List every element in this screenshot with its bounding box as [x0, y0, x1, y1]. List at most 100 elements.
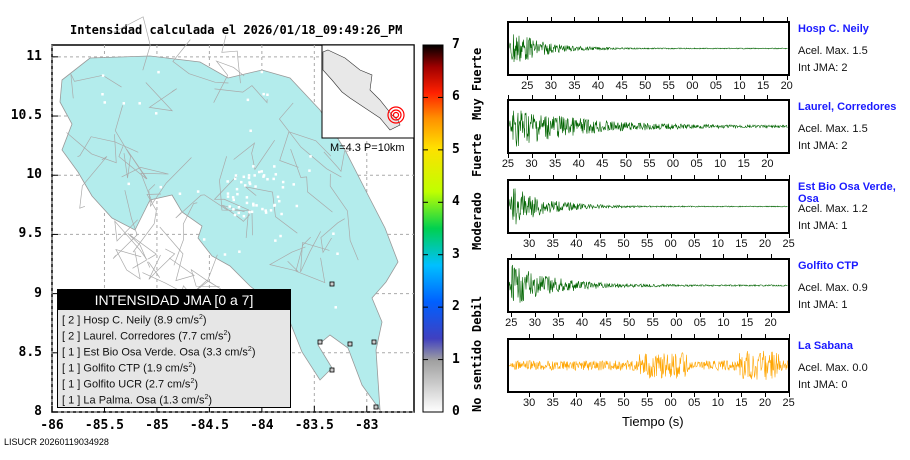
legend-unit-exp: 2 [190, 378, 195, 385]
time-tick-label: 50 [617, 397, 630, 409]
legend-unit: cm/s [181, 394, 205, 407]
time-tick [623, 175, 625, 179]
legend-accel: 1.9 [146, 362, 163, 375]
colorbar-category-label: Muy Fuerte [470, 47, 484, 120]
station-dot [122, 102, 126, 105]
road [70, 73, 122, 99]
legend-level: 1 [68, 394, 75, 407]
time-tick-label: 50 [639, 80, 652, 92]
station-name: Laurel, Corredores [798, 101, 897, 113]
waveform-trace [508, 110, 788, 147]
legend-accel: 3.3 [206, 346, 222, 359]
waveform-trace [508, 188, 788, 225]
time-tick-label: 20 [758, 238, 772, 250]
time-tick [673, 154, 675, 158]
station-dot [226, 180, 229, 183]
time-tick-label: 15 [737, 158, 750, 170]
max-acceleration: Acel. Max. 1.2 [798, 203, 868, 215]
time-tick [652, 254, 654, 258]
station-marker [317, 339, 323, 345]
time-tick [668, 76, 670, 80]
time-tick [623, 393, 625, 397]
station-dot [252, 204, 255, 207]
station-dot [232, 208, 235, 211]
station-dot [233, 177, 237, 181]
station-dot [249, 129, 252, 133]
time-tick [741, 175, 743, 179]
road [221, 35, 241, 84]
inset-land [322, 49, 401, 131]
station-dot [260, 70, 264, 74]
station-dot [232, 198, 235, 202]
map-title: Intensidad calculada el 2026/01/18_09:49… [70, 23, 403, 37]
station-dot [264, 209, 267, 212]
station-dot [280, 212, 283, 216]
time-tick-label: 10 [711, 238, 724, 250]
station-name: Est Bio Osa Verde, Osa [798, 181, 896, 205]
road [148, 157, 192, 208]
legend-station: Est Bio Osa Verde. Osa [83, 346, 200, 359]
colorbar-tick-label: 0 [452, 404, 460, 419]
lat-tick-label: 9.5 [18, 226, 42, 242]
time-tick [670, 175, 672, 179]
time-tick [599, 334, 601, 338]
time-tick-label: 10 [711, 397, 724, 409]
station-dot [247, 176, 251, 180]
time-tick-label: 45 [596, 158, 609, 170]
road [66, 132, 117, 164]
legend-unit-exp: 2 [199, 314, 203, 321]
legend-station: La Palma. Osa [83, 394, 157, 407]
station-dot [171, 261, 174, 264]
station-dot [144, 251, 147, 254]
time-tick [739, 76, 741, 80]
time-tick-label: 10 [733, 80, 746, 92]
time-tick [765, 334, 766, 338]
lat-tick-label: 8 [34, 404, 42, 419]
time-tick [550, 76, 552, 80]
station-dot [274, 239, 277, 242]
time-tick [765, 234, 766, 238]
legend-row: [ 2 ] Hosp C. Neily (8.9 cm/s2) [62, 314, 207, 327]
road [148, 248, 176, 280]
jma-intensity: Int JMA: 2 [798, 140, 848, 152]
station-marker [373, 404, 379, 410]
lon-tick-label: -83.5 [294, 418, 334, 433]
station-dot [269, 209, 273, 212]
time-tick-label: 20 [761, 158, 774, 170]
legend-accel: 8.9 [157, 314, 173, 327]
lon-tick-label: -83 [355, 418, 379, 433]
time-tick-label: 55 [643, 158, 656, 170]
road [114, 219, 161, 278]
road [300, 231, 330, 273]
lon-tick-label: -85 [145, 418, 169, 433]
station-dot [237, 211, 240, 215]
time-tick-label: 05 [688, 238, 701, 250]
station-dot [261, 207, 264, 211]
time-tick-label: 35 [552, 317, 565, 329]
station-dot [226, 195, 230, 198]
time-tick [649, 154, 651, 158]
station-dot [103, 101, 107, 104]
time-tick-label: 25 [501, 158, 515, 170]
legend-row: [ 1 ] Golfito UCR (2.7 cm/s2) [62, 378, 199, 391]
jma-intensity: Int JMA: 0 [798, 379, 848, 391]
colorbar-tick-label: 7 [452, 37, 460, 52]
road [329, 173, 359, 261]
time-tick [720, 95, 722, 99]
time-tick [723, 313, 725, 317]
time-tick [529, 175, 531, 179]
time-tick [576, 334, 578, 338]
lon-tick-label: -86 [40, 418, 64, 433]
time-tick-label: 15 [740, 317, 754, 329]
road [175, 194, 228, 219]
station-dot [242, 214, 246, 218]
road [290, 149, 333, 213]
time-tick [692, 17, 694, 21]
time-tick [739, 17, 741, 21]
station-dot [247, 174, 251, 177]
legend-level: 2 [68, 314, 75, 327]
station-dot [223, 253, 227, 256]
waveform [508, 350, 788, 380]
time-tick [576, 393, 578, 397]
time-tick [694, 234, 696, 238]
